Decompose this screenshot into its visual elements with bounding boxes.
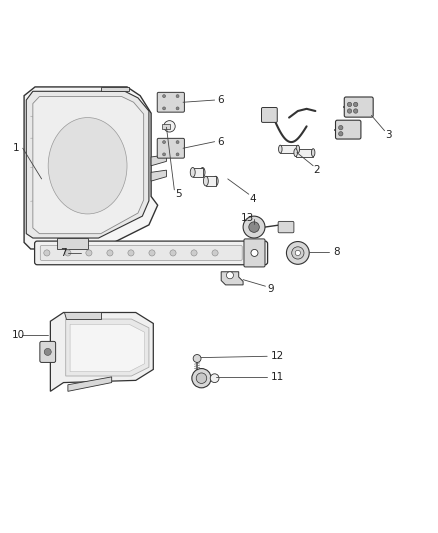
Circle shape xyxy=(162,107,166,110)
Circle shape xyxy=(162,141,166,143)
FancyBboxPatch shape xyxy=(40,342,56,362)
Circle shape xyxy=(196,373,207,383)
Circle shape xyxy=(176,107,179,110)
Circle shape xyxy=(65,250,71,256)
Ellipse shape xyxy=(213,176,218,186)
Circle shape xyxy=(286,241,309,264)
Polygon shape xyxy=(221,272,243,285)
Circle shape xyxy=(191,250,197,256)
FancyBboxPatch shape xyxy=(157,92,184,112)
Circle shape xyxy=(347,102,352,107)
FancyBboxPatch shape xyxy=(35,241,268,265)
Text: 13: 13 xyxy=(241,213,254,223)
Ellipse shape xyxy=(279,145,282,153)
Text: 6: 6 xyxy=(217,95,223,105)
Polygon shape xyxy=(50,312,153,391)
Polygon shape xyxy=(57,238,88,249)
Polygon shape xyxy=(68,377,112,391)
Circle shape xyxy=(339,132,343,136)
FancyBboxPatch shape xyxy=(157,139,184,158)
Polygon shape xyxy=(101,87,129,91)
Ellipse shape xyxy=(200,167,205,177)
Circle shape xyxy=(128,250,134,256)
Text: 3: 3 xyxy=(385,130,392,140)
Circle shape xyxy=(107,250,113,256)
Circle shape xyxy=(164,120,175,132)
Polygon shape xyxy=(280,145,298,153)
Ellipse shape xyxy=(294,149,297,157)
FancyBboxPatch shape xyxy=(278,221,294,233)
Circle shape xyxy=(226,272,233,279)
Circle shape xyxy=(292,247,304,259)
Circle shape xyxy=(162,95,166,98)
Circle shape xyxy=(176,141,179,143)
Circle shape xyxy=(170,250,176,256)
Circle shape xyxy=(44,349,51,356)
FancyBboxPatch shape xyxy=(336,120,361,139)
Circle shape xyxy=(295,251,300,255)
FancyBboxPatch shape xyxy=(244,239,265,267)
Polygon shape xyxy=(296,149,313,157)
Text: 12: 12 xyxy=(271,351,284,361)
Circle shape xyxy=(212,250,218,256)
Text: 6: 6 xyxy=(217,136,223,147)
Circle shape xyxy=(193,354,201,362)
Ellipse shape xyxy=(203,176,208,186)
Text: 9: 9 xyxy=(267,284,274,294)
Text: 11: 11 xyxy=(271,373,284,382)
Polygon shape xyxy=(151,155,166,166)
Circle shape xyxy=(243,216,265,238)
Circle shape xyxy=(44,250,50,256)
Polygon shape xyxy=(26,91,149,238)
Polygon shape xyxy=(24,87,158,249)
Ellipse shape xyxy=(48,118,127,214)
Bar xyxy=(162,124,170,129)
Circle shape xyxy=(347,109,352,113)
Circle shape xyxy=(353,109,358,113)
Circle shape xyxy=(176,153,179,156)
Polygon shape xyxy=(64,312,101,319)
Ellipse shape xyxy=(311,149,315,157)
Circle shape xyxy=(353,102,358,107)
Circle shape xyxy=(162,153,166,156)
Text: 4: 4 xyxy=(250,193,256,204)
Text: 8: 8 xyxy=(333,247,339,257)
Circle shape xyxy=(86,250,92,256)
Circle shape xyxy=(210,374,219,383)
FancyBboxPatch shape xyxy=(40,246,242,260)
Text: 10: 10 xyxy=(12,330,25,340)
Polygon shape xyxy=(70,324,145,372)
Polygon shape xyxy=(66,319,149,376)
Ellipse shape xyxy=(296,145,300,153)
Circle shape xyxy=(251,249,258,256)
Ellipse shape xyxy=(190,167,195,177)
Circle shape xyxy=(192,368,211,388)
Polygon shape xyxy=(33,96,144,233)
Circle shape xyxy=(339,125,343,130)
Text: 5: 5 xyxy=(175,189,182,199)
Polygon shape xyxy=(151,170,166,181)
Circle shape xyxy=(149,250,155,256)
Text: 1: 1 xyxy=(13,143,20,154)
Circle shape xyxy=(176,95,179,98)
Circle shape xyxy=(249,222,259,232)
Text: 2: 2 xyxy=(313,165,320,175)
FancyBboxPatch shape xyxy=(344,97,373,117)
FancyBboxPatch shape xyxy=(193,167,202,177)
Text: 7: 7 xyxy=(60,248,67,259)
FancyBboxPatch shape xyxy=(206,176,215,186)
FancyBboxPatch shape xyxy=(261,108,277,123)
